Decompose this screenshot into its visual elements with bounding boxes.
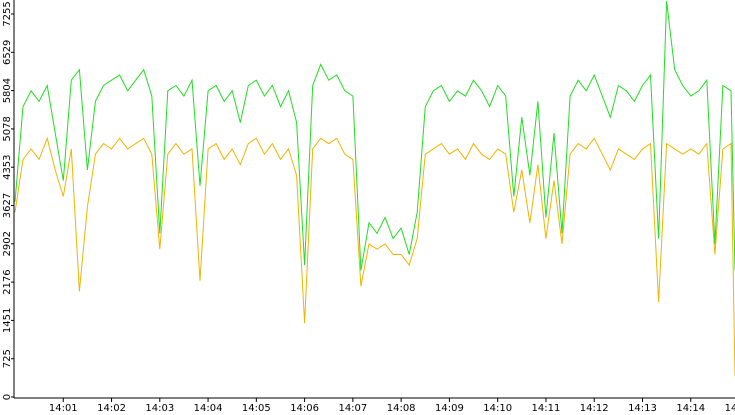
x-tick-label: 14:06	[290, 403, 319, 414]
series-line	[14, 136, 735, 376]
x-tick-label: 14:09	[435, 403, 464, 414]
y-tick-label: 1451	[2, 308, 13, 333]
x-tick-label: 14:02	[97, 403, 126, 414]
y-tick-label: 6529	[2, 40, 13, 65]
y-tick-label: 0	[2, 394, 13, 400]
x-tick-label: 14:08	[387, 403, 416, 414]
x-tick-label: 14:12	[580, 403, 609, 414]
x-tick-label: 14:03	[145, 403, 174, 414]
x-tick-label: 14:01	[49, 403, 78, 414]
x-tick-label: 14:15	[725, 403, 735, 414]
y-tick-label: 2176	[2, 269, 13, 294]
x-tick-label: 14:05	[242, 403, 271, 414]
y-tick-label: 3627	[2, 193, 13, 218]
x-tick-label: 14:10	[483, 403, 512, 414]
x-tick-label: 14:11	[532, 403, 561, 414]
y-tick-label: 5804	[2, 78, 13, 103]
x-tick-label: 14:13	[628, 403, 657, 414]
y-tick-label: 2902	[2, 231, 13, 256]
x-tick-label: 14:14	[676, 403, 705, 414]
x-tick-label: 14:04	[194, 403, 223, 414]
series-line	[14, 1, 735, 271]
y-tick-label: 725	[2, 349, 13, 368]
x-tick-label: 14:07	[338, 403, 367, 414]
y-tick-label: 5078	[2, 116, 13, 141]
y-tick-label: 4353	[2, 154, 13, 179]
y-tick-label: 7255	[2, 1, 13, 26]
